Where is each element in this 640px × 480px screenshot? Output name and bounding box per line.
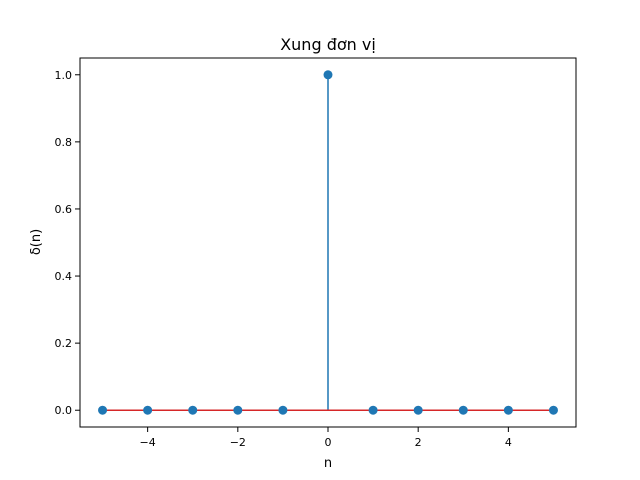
y-tick-label: 1.0 — [55, 69, 73, 82]
stem-marker — [413, 405, 423, 415]
plot-layer — [98, 70, 558, 415]
y-tick-label: 0.8 — [55, 136, 73, 149]
stem-marker — [548, 405, 558, 415]
stem-marker — [278, 405, 288, 415]
stem-marker — [98, 405, 108, 415]
y-tick-label: 0.0 — [55, 404, 73, 417]
y-tick-label: 0.2 — [55, 337, 73, 350]
x-axis-label: n — [324, 456, 332, 471]
y-tick-label: 0.4 — [55, 270, 73, 283]
stem-marker — [143, 405, 153, 415]
chart-title: Xung đơn vị — [280, 35, 376, 54]
x-tick-label: −2 — [230, 436, 246, 449]
stem-marker — [188, 405, 198, 415]
x-tick-label: −4 — [140, 436, 156, 449]
x-tick-label: 4 — [505, 436, 512, 449]
stem-marker — [458, 405, 468, 415]
stem-marker — [503, 405, 513, 415]
stem-marker — [368, 405, 378, 415]
x-tick-label: 0 — [325, 436, 332, 449]
y-axis-ticks: 0.0 0.2 0.4 0.6 0.8 1.0 — [55, 69, 80, 417]
x-axis-ticks: −4 −2 0 2 4 — [140, 427, 512, 449]
y-tick-label: 0.6 — [55, 203, 73, 216]
x-tick-label: 2 — [415, 436, 422, 449]
stem-marker — [323, 70, 333, 80]
stem-marker — [233, 405, 243, 415]
y-axis-label: δ(n) — [29, 229, 44, 255]
